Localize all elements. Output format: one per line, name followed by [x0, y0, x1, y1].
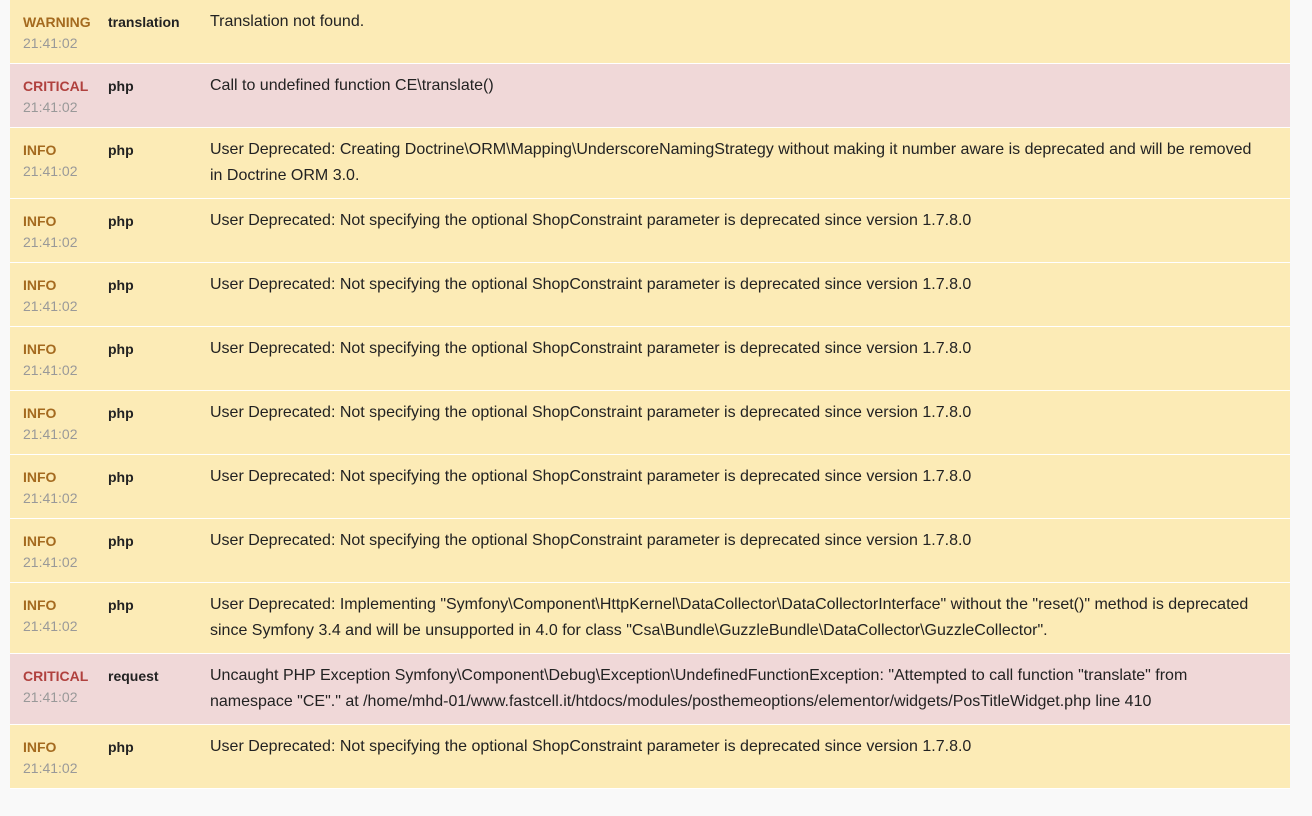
log-channel: php [108, 533, 134, 549]
log-table: WARNING 21:41:02 translation Translation no… [10, 0, 1290, 789]
level-cell: CRITICAL 21:41:02 [10, 64, 108, 128]
log-channel: php [108, 739, 134, 755]
log-channel: php [108, 341, 134, 357]
log-row: CRITICAL 21:41:02 request Uncaught PHP Exce… [10, 653, 1290, 725]
log-row: INFO 21:41:02 php User Deprecated: Not spec… [10, 198, 1290, 263]
level-cell: INFO 21:41:02 [10, 583, 108, 654]
log-row: INFO 21:41:02 php User Deprecated: Implemen… [10, 582, 1290, 654]
log-row: INFO 21:41:02 php User Deprecated: Not spec… [10, 724, 1290, 789]
log-row: INFO 21:41:02 php User Deprecated: Not spec… [10, 390, 1290, 455]
log-level: INFO [23, 341, 57, 357]
log-row: WARNING 21:41:02 translation Translation no… [10, 0, 1290, 64]
log-message: User Deprecated: Not specifying the opti… [210, 340, 972, 357]
log-level: CRITICAL [23, 78, 89, 94]
log-message: User Deprecated: Not specifying the opti… [210, 276, 972, 293]
log-list: WARNING 21:41:02 translation Translation no… [10, 0, 1290, 789]
level-cell: INFO 21:41:02 [10, 128, 108, 199]
log-level: CRITICAL [23, 668, 89, 684]
log-message: Translation not found. [210, 13, 365, 30]
log-level: INFO [23, 277, 57, 293]
log-channel: php [108, 469, 134, 485]
log-time: 21:41:02 [23, 362, 78, 378]
log-time: 21:41:02 [23, 35, 78, 51]
level-cell: INFO 21:41:02 [10, 725, 108, 789]
log-channel: php [108, 277, 134, 293]
log-time: 21:41:02 [23, 618, 78, 634]
log-channel: request [108, 668, 159, 684]
level-cell: INFO 21:41:02 [10, 519, 108, 583]
log-message: User Deprecated: Not specifying the opti… [210, 404, 972, 421]
log-level: INFO [23, 213, 57, 229]
log-row: INFO 21:41:02 php User Deprecated: Creating… [10, 127, 1290, 199]
level-cell: INFO 21:41:02 [10, 199, 108, 263]
log-channel: php [108, 405, 134, 421]
log-message: User Deprecated: Not specifying the opti… [210, 532, 972, 549]
level-cell: INFO 21:41:02 [10, 455, 108, 519]
log-channel: php [108, 142, 134, 158]
level-cell: WARNING 21:41:02 [10, 0, 108, 64]
log-time: 21:41:02 [23, 760, 78, 776]
log-message: User Deprecated: Implementing "Symfony\C… [210, 596, 1249, 639]
log-message: User Deprecated: Not specifying the opti… [210, 212, 972, 229]
log-message: Call to undefined function CE\translate(… [210, 77, 494, 94]
level-cell: INFO 21:41:02 [10, 327, 108, 391]
level-cell: INFO 21:41:02 [10, 263, 108, 327]
log-row: INFO 21:41:02 php User Deprecated: Not spec… [10, 518, 1290, 583]
log-message: User Deprecated: Creating Doctrine\ORM\M… [210, 141, 1252, 184]
log-time: 21:41:02 [23, 689, 78, 705]
log-time: 21:41:02 [23, 298, 78, 314]
log-row: INFO 21:41:02 php User Deprecated: Not spec… [10, 326, 1290, 391]
log-time: 21:41:02 [23, 163, 78, 179]
level-cell: CRITICAL 21:41:02 [10, 654, 108, 725]
log-channel: php [108, 78, 134, 94]
log-time: 21:41:02 [23, 490, 78, 506]
log-level: INFO [23, 597, 57, 613]
log-channel: php [108, 213, 134, 229]
log-level: INFO [23, 142, 57, 158]
log-level: WARNING [23, 14, 91, 30]
log-time: 21:41:02 [23, 234, 78, 250]
log-level: INFO [23, 739, 57, 755]
log-level: INFO [23, 533, 57, 549]
log-channel: translation [108, 14, 180, 30]
log-row: CRITICAL 21:41:02 php Call to undefined fun… [10, 63, 1290, 128]
log-row: INFO 21:41:02 php User Deprecated: Not spec… [10, 454, 1290, 519]
log-message: Uncaught PHP Exception Symfony\Component… [210, 667, 1188, 710]
log-time: 21:41:02 [23, 426, 78, 442]
log-time: 21:41:02 [23, 99, 78, 115]
log-time: 21:41:02 [23, 554, 78, 570]
log-channel: php [108, 597, 134, 613]
log-level: INFO [23, 469, 57, 485]
log-row: INFO 21:41:02 php User Deprecated: Not spec… [10, 262, 1290, 327]
log-message: User Deprecated: Not specifying the opti… [210, 468, 972, 485]
log-level: INFO [23, 405, 57, 421]
level-cell: INFO 21:41:02 [10, 391, 108, 455]
log-message: User Deprecated: Not specifying the opti… [210, 738, 972, 755]
